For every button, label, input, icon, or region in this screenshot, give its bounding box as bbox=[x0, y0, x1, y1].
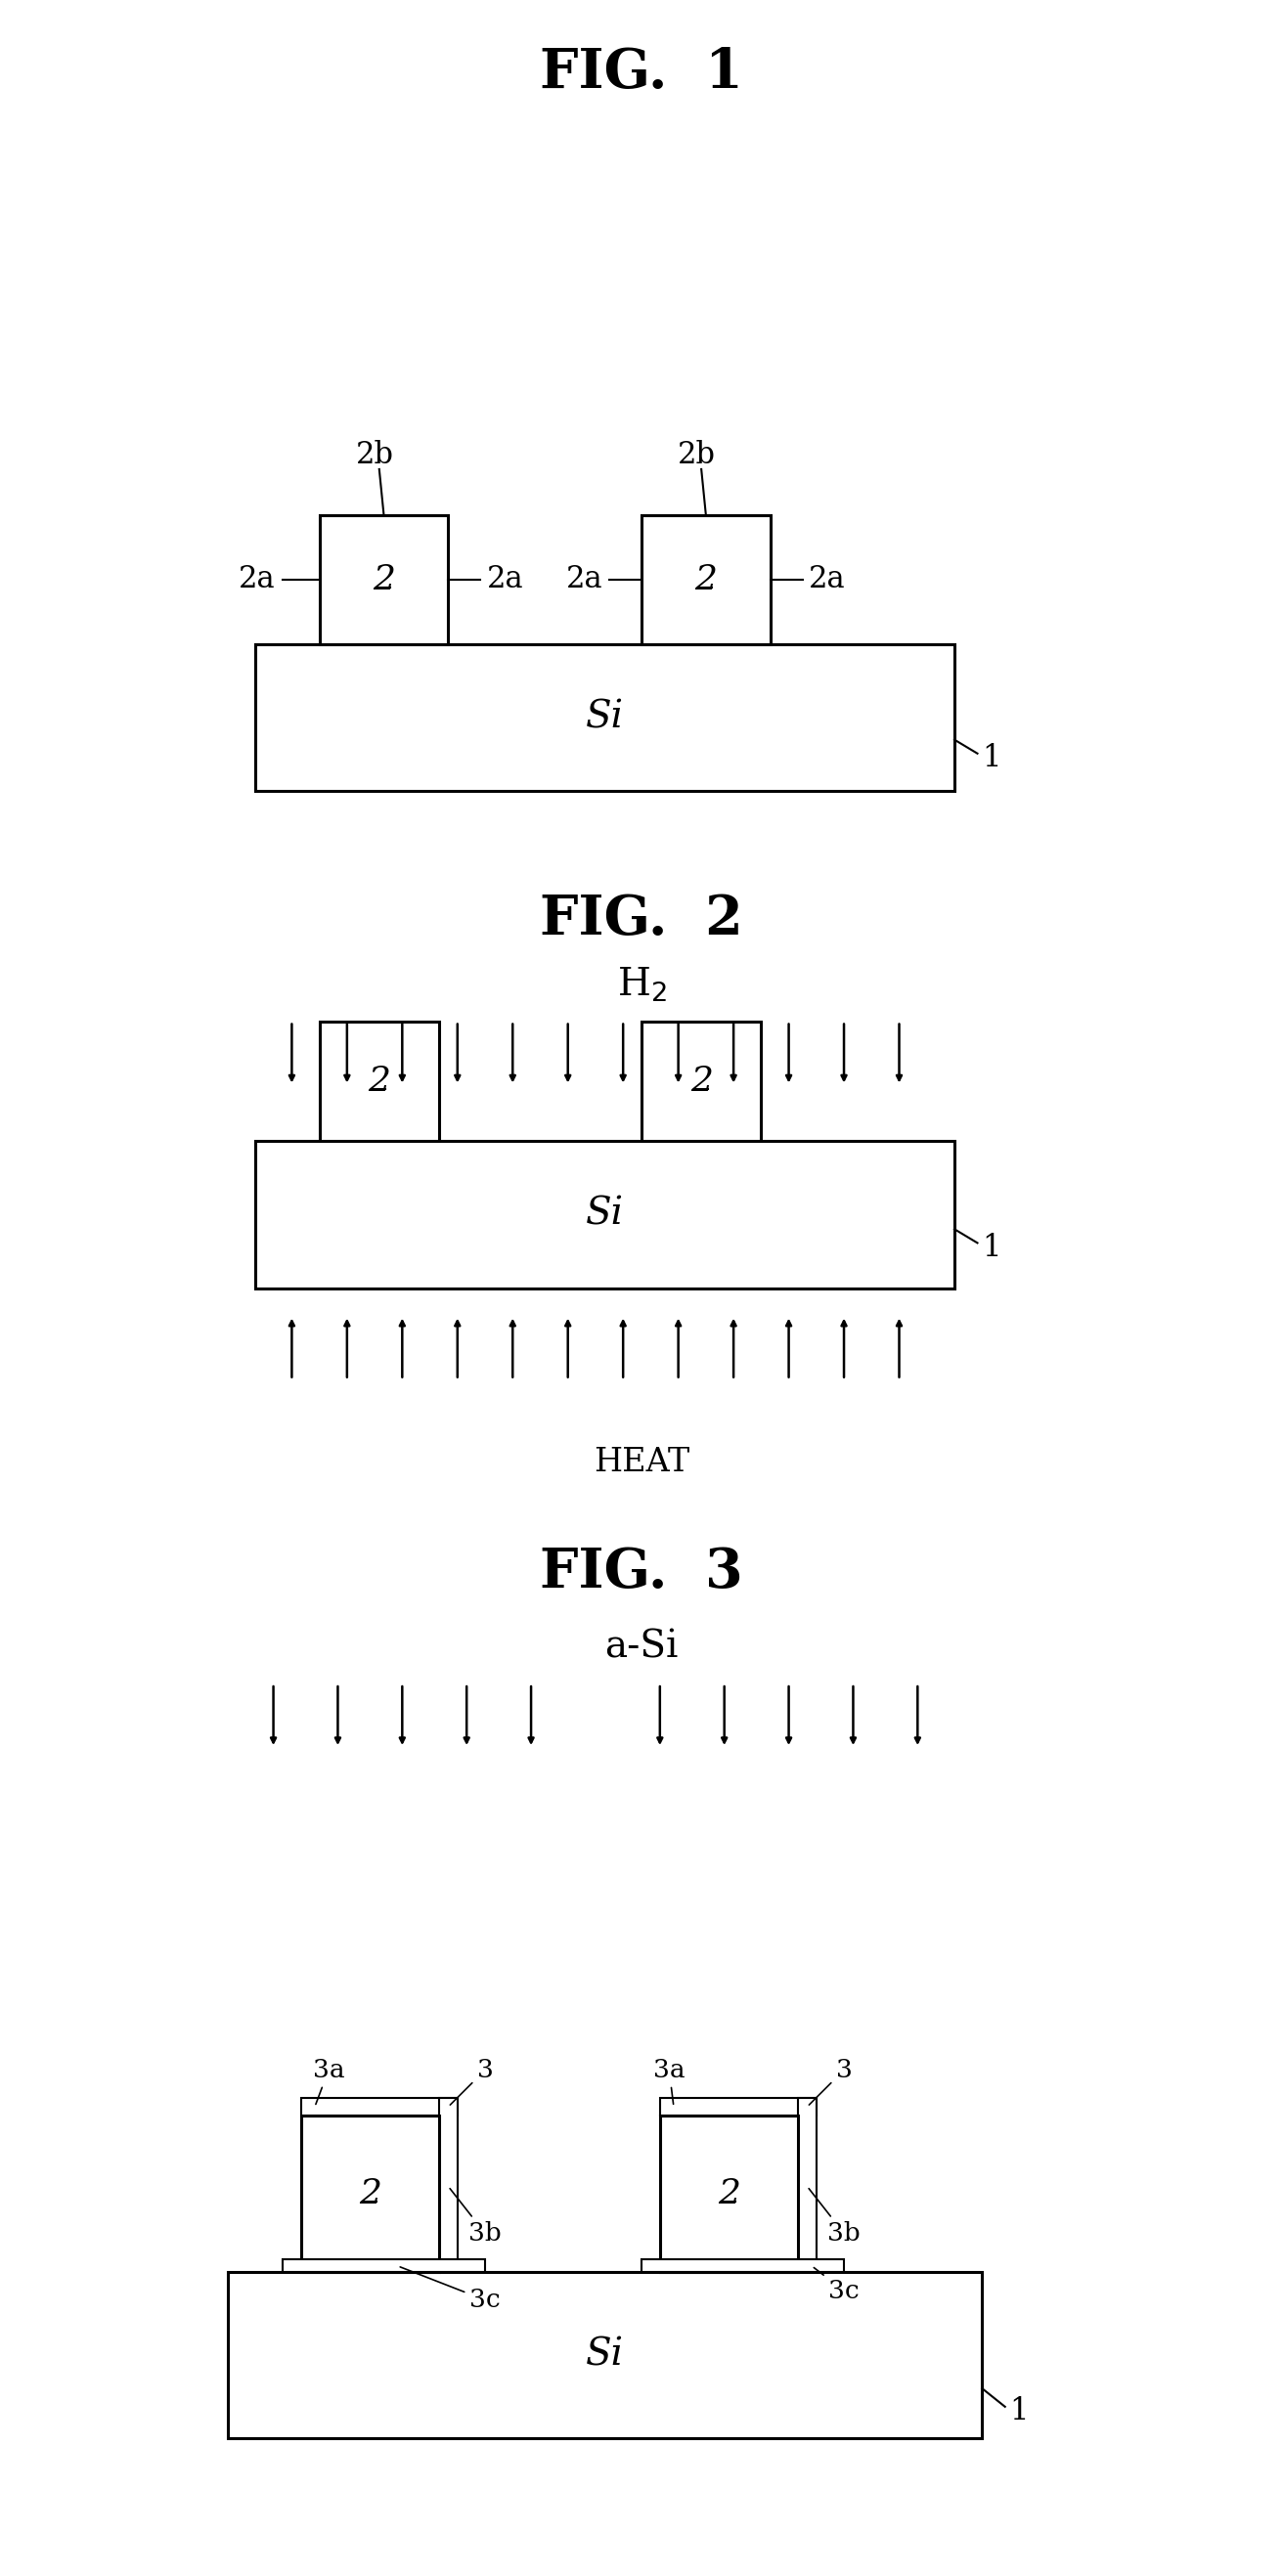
Text: Si: Si bbox=[585, 1195, 624, 1231]
Bar bbox=[227, 2272, 981, 2437]
Text: 3a: 3a bbox=[313, 2058, 345, 2105]
Bar bbox=[302, 2097, 458, 2115]
Text: 2a: 2a bbox=[486, 564, 523, 595]
Bar bbox=[659, 2115, 798, 2272]
Bar bbox=[642, 2259, 844, 2272]
Text: 3a: 3a bbox=[653, 2058, 685, 2105]
Bar bbox=[302, 2115, 439, 2272]
Text: HEAT: HEAT bbox=[594, 1448, 689, 1479]
Text: a-Si: a-Si bbox=[604, 1628, 679, 1664]
Bar bbox=[642, 1020, 761, 1141]
Bar bbox=[255, 644, 955, 791]
Text: 2: 2 bbox=[372, 564, 395, 595]
Text: 2a: 2a bbox=[566, 564, 603, 595]
Text: 3: 3 bbox=[810, 2058, 852, 2105]
Text: 2: 2 bbox=[359, 2177, 381, 2210]
Text: H$_2$: H$_2$ bbox=[617, 966, 666, 1005]
Text: FIG.  1: FIG. 1 bbox=[540, 46, 743, 100]
Bar bbox=[439, 2097, 458, 2272]
Text: 2: 2 bbox=[694, 564, 717, 595]
Text: 2b: 2b bbox=[677, 440, 716, 471]
Text: 3c: 3c bbox=[400, 2267, 500, 2313]
Text: 1: 1 bbox=[1010, 2396, 1029, 2427]
Text: 1: 1 bbox=[981, 1231, 1001, 1262]
Text: 3c: 3c bbox=[813, 2267, 860, 2303]
Text: 2: 2 bbox=[690, 1064, 712, 1097]
Bar bbox=[659, 2097, 816, 2115]
Text: Si: Si bbox=[585, 2336, 624, 2372]
Bar bbox=[255, 1141, 955, 1288]
Text: 2: 2 bbox=[717, 2177, 740, 2210]
Text: 3b: 3b bbox=[808, 2190, 861, 2246]
Text: 3: 3 bbox=[450, 2058, 493, 2105]
Bar bbox=[319, 515, 448, 644]
Text: 2a: 2a bbox=[810, 564, 845, 595]
Bar bbox=[282, 2259, 485, 2272]
Text: 1: 1 bbox=[981, 742, 1001, 773]
Text: 2a: 2a bbox=[239, 564, 276, 595]
Bar bbox=[319, 1020, 439, 1141]
Text: 2: 2 bbox=[368, 1064, 390, 1097]
Text: 2b: 2b bbox=[355, 440, 394, 471]
Bar bbox=[798, 2097, 816, 2272]
Text: FIG.  2: FIG. 2 bbox=[540, 891, 743, 945]
Text: FIG.  3: FIG. 3 bbox=[540, 1546, 743, 1600]
Bar bbox=[642, 515, 770, 644]
Text: Si: Si bbox=[585, 701, 624, 737]
Text: 3b: 3b bbox=[450, 2190, 502, 2246]
